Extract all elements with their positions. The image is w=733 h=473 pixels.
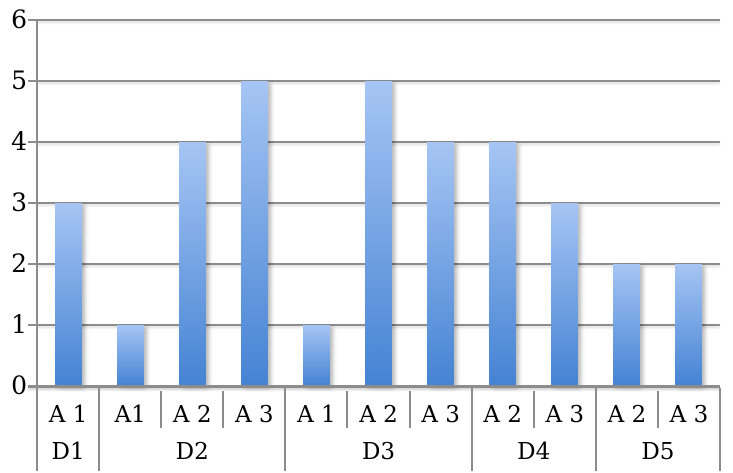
y-tick-label: 3: [11, 188, 27, 217]
gridline: [37, 19, 720, 21]
category-separator: [656, 391, 659, 428]
bar-category-label: A 3: [235, 402, 274, 428]
y-tick-label: 4: [11, 127, 27, 156]
bar-category-label: A 2: [607, 402, 647, 428]
y-axis-tick: [28, 19, 37, 21]
bar: [302, 325, 330, 386]
bar: [365, 81, 392, 386]
category-separator: [532, 391, 535, 428]
bar-category-label: A 2: [359, 402, 398, 428]
bar-category-label: A1: [114, 402, 146, 428]
y-axis-tick: [28, 202, 37, 204]
category-separator: [222, 391, 225, 428]
y-tick-label: 0: [11, 371, 27, 400]
group-separator: [719, 388, 721, 471]
bar-category-label: A 2: [172, 402, 212, 428]
bar-category-label: A 3: [545, 402, 585, 428]
bar: [551, 203, 579, 386]
category-separator: [160, 391, 163, 428]
bar-category-label: A 3: [421, 402, 460, 428]
y-axis-line: [36, 20, 38, 471]
group-separator: [470, 388, 473, 471]
bar: [427, 142, 455, 386]
bar-category-label: A 3: [669, 402, 709, 428]
group-label: D2: [175, 439, 209, 465]
group-separator: [98, 388, 101, 471]
bar: [54, 203, 82, 386]
y-axis-tick: [28, 324, 37, 326]
x-axis-baseline: [28, 385, 720, 388]
group-label: D1: [51, 439, 85, 465]
bar: [613, 264, 641, 386]
bar: [489, 142, 517, 386]
y-axis-tick: [28, 80, 37, 82]
group-label: D4: [517, 439, 551, 465]
bar: [675, 264, 703, 386]
bar: [240, 81, 268, 386]
y-tick-label: 2: [11, 249, 27, 278]
group-label: D3: [361, 439, 396, 465]
bar: [178, 142, 206, 386]
bar-category-label: A 1: [48, 402, 88, 428]
category-separator: [346, 391, 349, 428]
y-tick-label: 1: [11, 310, 27, 339]
bar-category-label: A 2: [483, 402, 522, 428]
group-separator: [594, 388, 597, 471]
group-separator: [284, 388, 287, 471]
bar-category-label: A 1: [297, 402, 336, 428]
y-tick-label: 6: [11, 5, 27, 34]
group-label: D5: [641, 439, 675, 465]
y-axis-tick: [28, 263, 37, 265]
bar: [116, 325, 144, 386]
y-axis-tick: [28, 141, 37, 143]
category-separator: [408, 391, 411, 428]
y-tick-label: 5: [11, 66, 27, 95]
